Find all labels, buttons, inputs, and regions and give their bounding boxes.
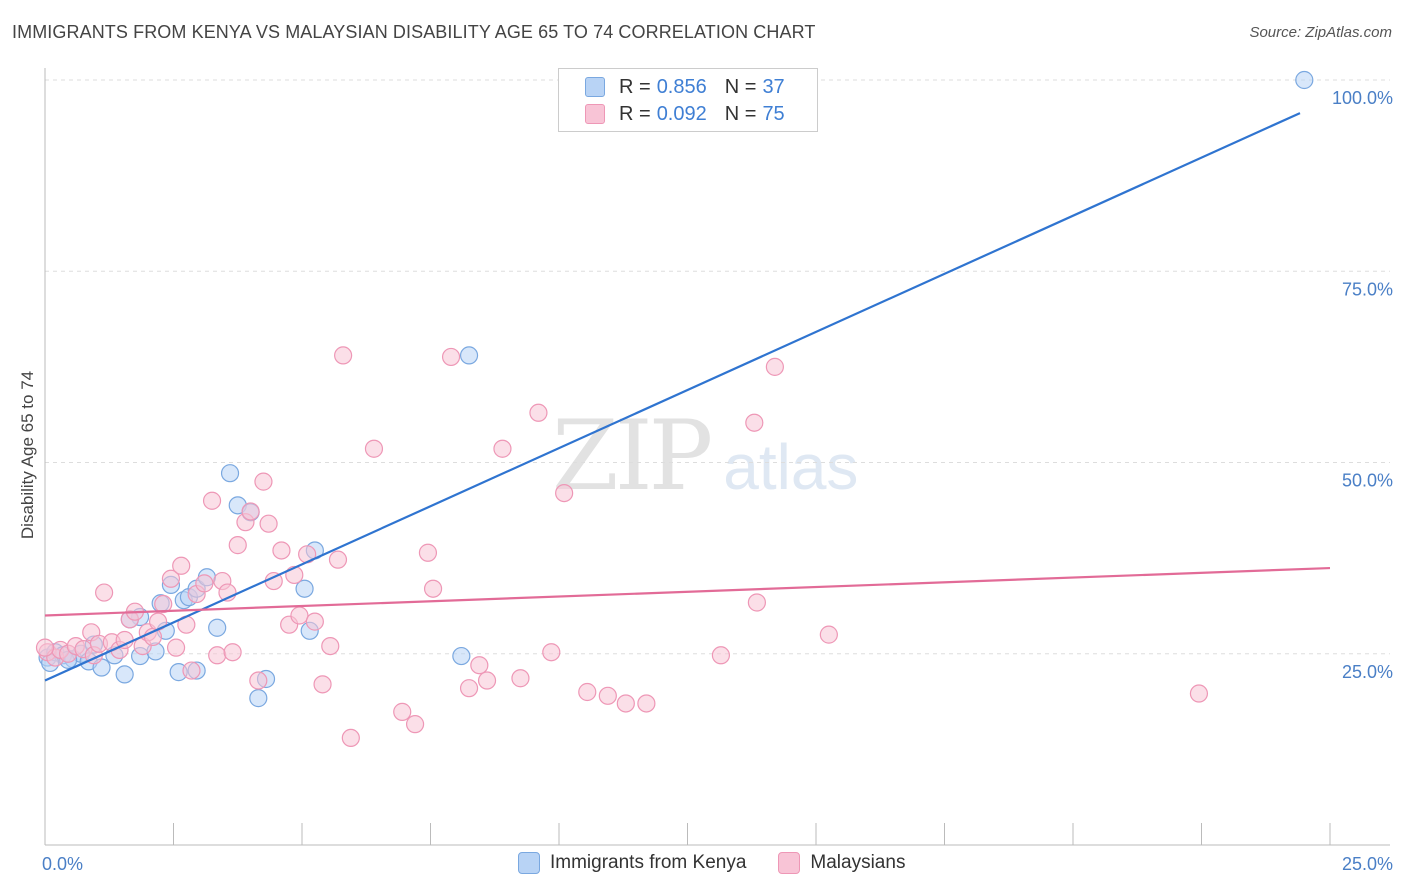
legend-item-malaysian[interactable]: Malaysians (778, 852, 905, 874)
data-point-malaysian (95, 583, 114, 602)
data-point-malaysian (765, 357, 784, 376)
data-point-kenya (1295, 70, 1314, 90)
y-tick-label: 100.0% (1332, 88, 1393, 108)
y-tick-label: 50.0% (1342, 471, 1393, 491)
watermark-zip: ZIP (552, 400, 713, 512)
data-point-malaysian (555, 484, 574, 503)
data-point-malaysian (249, 671, 268, 690)
data-point-kenya (459, 346, 479, 365)
data-point-malaysian (542, 643, 561, 662)
data-point-malaysian (182, 661, 201, 680)
data-point-malaysian (313, 675, 332, 694)
legend-n-label: N = (724, 75, 757, 98)
data-point-malaysian (321, 636, 340, 656)
x-tick-label: 0.0% (42, 854, 83, 874)
data-point-malaysian (819, 625, 838, 644)
data-point-malaysian (745, 413, 764, 432)
data-point-malaysian (154, 594, 173, 614)
data-point-malaysian (616, 694, 635, 713)
data-point-malaysian (161, 569, 181, 588)
watermark: ZIP atlas (552, 400, 858, 512)
data-point-malaysian (254, 472, 273, 491)
trend-lines (44, 112, 1331, 682)
data-point-malaysian (202, 491, 222, 510)
legend-r-label: R = (619, 102, 651, 125)
data-point-malaysian (364, 439, 384, 458)
data-point-malaysian (290, 606, 309, 625)
data-point-malaysian (418, 543, 438, 562)
data-point-malaysian (470, 656, 489, 675)
data-point-kenya (249, 689, 268, 708)
data-point-malaysian (493, 439, 512, 458)
legend-r-value-malaysian: 0.092 (656, 102, 707, 125)
axes (44, 68, 1390, 846)
data-point-malaysian (259, 514, 278, 533)
data-point-malaysian (328, 550, 348, 569)
data-point-malaysian (747, 593, 766, 612)
legend-swatch-malaysian (778, 852, 801, 874)
malaysian-points (35, 346, 1209, 748)
y-tick-label: 75.0% (1342, 279, 1393, 299)
legend-r-value-kenya: 0.856 (656, 75, 707, 98)
data-point-malaysian (1189, 684, 1209, 703)
kenya-points (38, 70, 1314, 708)
data-point-malaysian (228, 536, 247, 555)
correlation-legend: R = 0.856 N = 37 R = 0.092 N = 75 (558, 68, 818, 132)
legend-swatch-kenya (518, 852, 540, 874)
trend-line-malaysian (44, 566, 1331, 617)
data-point-kenya (295, 579, 314, 598)
data-point-malaysian (223, 643, 242, 662)
data-point-malaysian (195, 574, 214, 593)
data-point-kenya (115, 665, 134, 684)
data-point-malaysian (115, 630, 134, 650)
tick-labels: 25.0% 50.0% 75.0% 100.0% 0.0% 25.0% (42, 88, 1393, 874)
data-point-malaysian (711, 646, 731, 665)
legend-swatch-malaysian (585, 104, 605, 124)
x-tick-label: 25.0% (1342, 854, 1393, 874)
legend-n-value-kenya: 37 (762, 75, 785, 98)
legend-n-value-malaysian: 75 (762, 102, 785, 125)
data-point-malaysian (241, 502, 260, 521)
grid-lines (45, 79, 1390, 655)
data-point-malaysian (637, 694, 656, 713)
data-point-malaysian (459, 679, 479, 698)
data-point-malaysian (393, 702, 412, 721)
y-tick-label: 25.0% (1342, 662, 1393, 682)
legend-n-label: N = (724, 102, 757, 125)
legend-row-malaysian: R = 0.092 N = 75 (585, 102, 785, 126)
data-point-malaysian (598, 686, 617, 705)
data-point-malaysian (305, 612, 324, 631)
data-point-malaysian (272, 541, 291, 560)
data-point-malaysian (334, 346, 353, 365)
series-legend: Immigrants from Kenya Malaysians (518, 852, 937, 874)
data-point-malaysian (477, 671, 497, 690)
data-point-malaysian (166, 638, 186, 657)
data-point-kenya (452, 646, 471, 666)
legend-swatch-kenya (585, 77, 605, 97)
source-credit: Source: ZipAtlas.com (1249, 24, 1392, 41)
legend-r-label: R = (619, 75, 651, 98)
data-point-kenya (208, 618, 227, 637)
chart-title: IMMIGRANTS FROM KENYA VS MALAYSIAN DISAB… (12, 22, 816, 42)
watermark-atlas: atlas (723, 431, 859, 503)
trend-line-kenya (44, 112, 1301, 682)
data-point-malaysian (208, 646, 227, 665)
data-point-malaysian (423, 579, 443, 598)
data-point-malaysian (511, 669, 530, 688)
data-point-malaysian (172, 556, 191, 575)
data-point-malaysian (405, 715, 425, 734)
y-axis-label: Disability Age 65 to 74 (18, 370, 37, 540)
data-point-malaysian (529, 403, 548, 422)
data-point-malaysian (35, 638, 55, 657)
legend-label-kenya: Immigrants from Kenya (550, 852, 747, 873)
data-point-malaysian (341, 728, 360, 748)
legend-item-kenya[interactable]: Immigrants from Kenya (518, 852, 746, 874)
data-point-malaysian (441, 347, 461, 367)
legend-label-malaysian: Malaysians (810, 852, 906, 873)
legend-row-kenya: R = 0.856 N = 37 (585, 75, 785, 99)
data-point-malaysian (578, 682, 597, 702)
data-point-kenya (220, 464, 240, 483)
